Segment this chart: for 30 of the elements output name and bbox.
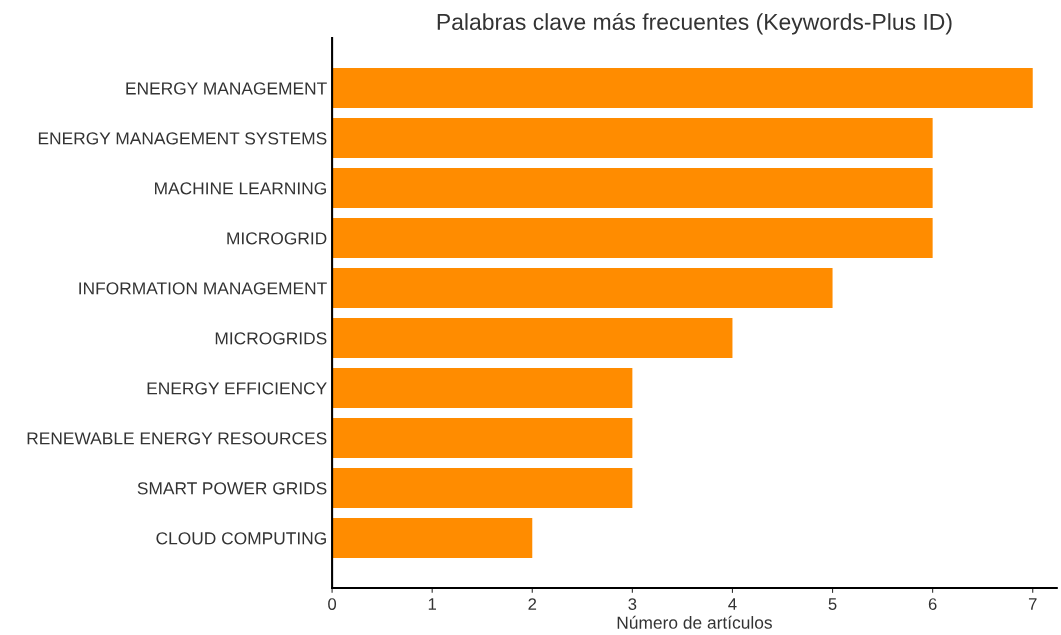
y-tick-label: RENEWABLE ENERGY RESOURCES: [27, 432, 327, 445]
y-tick-label: ENERGY MANAGEMENT SYSTEMS: [38, 132, 327, 145]
y-tick-label: MACHINE LEARNING: [155, 182, 326, 195]
chart-title: Palabras clave más frecuentes (Keywords-Plus ID): [437, 12, 952, 35]
bar: [332, 218, 933, 259]
bar: [332, 468, 633, 509]
bar: [332, 418, 633, 459]
x-tick-label: 0: [328, 598, 337, 610]
y-tick-label: INFORMATION MANAGEMENT: [79, 282, 327, 295]
x-axis-title: Número de artículos: [617, 615, 772, 629]
x-tick-label: 6: [928, 598, 937, 610]
x-tick-label: 4: [728, 598, 737, 610]
bar: [332, 68, 1033, 109]
bar: [332, 368, 633, 409]
y-tick-label: SMART POWER GRIDS: [137, 482, 327, 495]
x-tick-label: 2: [528, 598, 537, 610]
bar: [332, 518, 533, 559]
x-tick-label: 5: [828, 598, 837, 610]
y-tick-label: MICROGRID: [227, 232, 327, 245]
bar: [332, 268, 833, 309]
bar: [332, 318, 733, 359]
x-tick-label: 7: [1028, 598, 1037, 610]
bar: [332, 118, 933, 159]
y-tick-label: ENERGY MANAGEMENT: [126, 82, 327, 95]
bar: [332, 168, 933, 209]
x-tick-label: 1: [428, 598, 437, 610]
y-tick-label: MICROGRIDS: [215, 332, 327, 345]
y-tick-label: CLOUD COMPUTING: [156, 532, 326, 545]
y-tick-label: ENERGY EFFICIENCY: [147, 382, 327, 395]
x-tick-label: 3: [628, 598, 637, 610]
